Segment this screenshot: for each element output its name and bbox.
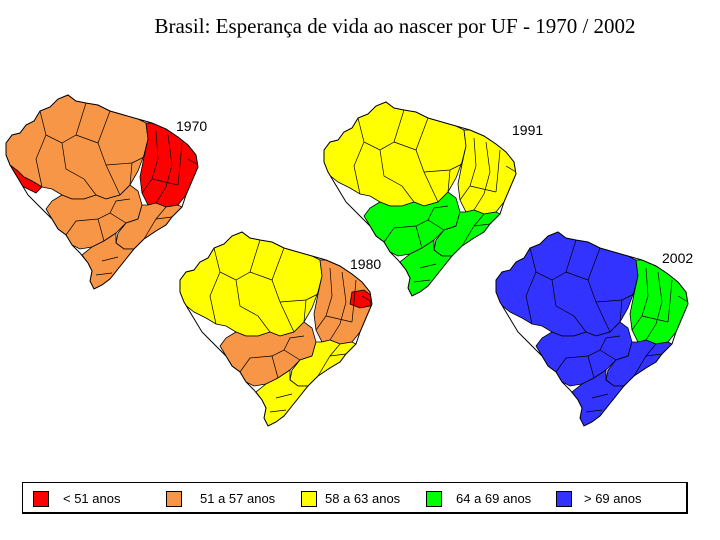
state-border [101, 256, 119, 262]
map-title: Brasil: Esperança de vida ao nascer por … [154, 14, 636, 38]
state-border [303, 299, 307, 323]
state-border [383, 225, 417, 243]
state-border [351, 279, 357, 323]
legend-label: > 69 anos [584, 491, 642, 506]
state-border [447, 169, 451, 193]
country-outline [495, 231, 689, 427]
country-outline [323, 101, 517, 297]
legend-swatch-green [426, 491, 442, 507]
state-border [275, 393, 293, 399]
state-border [413, 279, 431, 283]
brazil-map-2002 [495, 231, 689, 427]
legend-label: 64 a 69 anos [456, 491, 532, 506]
state-border [667, 279, 673, 323]
state-border [473, 141, 491, 211]
region-northeast [629, 259, 688, 345]
state-border [469, 185, 497, 193]
state-border [473, 223, 491, 227]
legend-swatch-orange [166, 491, 182, 507]
region-northeast [457, 129, 516, 215]
legend-label: < 51 anos [63, 491, 121, 506]
state-border [187, 158, 198, 166]
state-border [283, 335, 305, 351]
state-border [35, 134, 47, 188]
state-border [591, 393, 609, 399]
region-north [180, 232, 323, 337]
state-border [269, 409, 287, 413]
state-border [619, 299, 623, 323]
legend-swatch-blue [556, 491, 572, 507]
legend-swatch-red [33, 491, 49, 507]
state-border [427, 205, 449, 221]
state-border [109, 198, 131, 214]
state-border [315, 267, 333, 331]
legend-label: 51 a 57 anos [200, 491, 276, 506]
brazil-map-1970 [5, 94, 199, 290]
state-border [379, 149, 415, 203]
state-border [495, 149, 501, 193]
state-border [209, 271, 221, 325]
state-border [239, 355, 273, 373]
state-border [645, 271, 663, 341]
state-border [141, 130, 159, 194]
state-border [505, 165, 516, 173]
country-outline [179, 231, 373, 427]
state-border [129, 162, 133, 186]
map-year-1980: 1980 [350, 256, 382, 272]
state-border [599, 335, 621, 351]
state-border [585, 409, 603, 413]
map-year-1970: 1970 [176, 118, 208, 134]
region-north [324, 102, 467, 207]
brazil-map-1991 [323, 101, 517, 297]
state-border [631, 267, 649, 331]
state-border [329, 271, 347, 341]
map-year-2002: 2002 [662, 250, 694, 266]
state-border [155, 216, 173, 220]
state-border [415, 219, 445, 249]
state-border [61, 142, 97, 196]
state-border [641, 315, 669, 323]
state-border [97, 212, 127, 242]
state-border [677, 295, 688, 303]
state-border [177, 142, 183, 186]
state-border [95, 272, 113, 276]
map-year-1991: 1991 [512, 122, 544, 138]
state-border [551, 279, 587, 333]
state-border [587, 349, 617, 379]
legend-label: 58 a 63 anos [325, 491, 401, 506]
state-border [235, 279, 271, 333]
state-border [459, 137, 477, 201]
state-border [65, 218, 99, 236]
region-northeast-spot [349, 289, 372, 309]
state-border [361, 295, 372, 303]
state-border [525, 271, 537, 325]
legend-swatch-yellow [301, 491, 317, 507]
brazil-map-1980 [179, 231, 373, 427]
state-border [645, 353, 663, 357]
legend: < 51 anos 51 a 57 anos 58 a 63 anos 64 a… [22, 482, 688, 514]
state-border [151, 178, 179, 186]
state-border [155, 134, 173, 204]
region-northeast [139, 122, 198, 208]
state-border [271, 349, 301, 379]
state-border [555, 355, 589, 373]
country-outline [5, 94, 199, 290]
state-border [353, 141, 365, 195]
region-north [496, 232, 639, 337]
state-border [325, 315, 353, 323]
state-border [419, 263, 437, 269]
state-border [329, 353, 347, 357]
